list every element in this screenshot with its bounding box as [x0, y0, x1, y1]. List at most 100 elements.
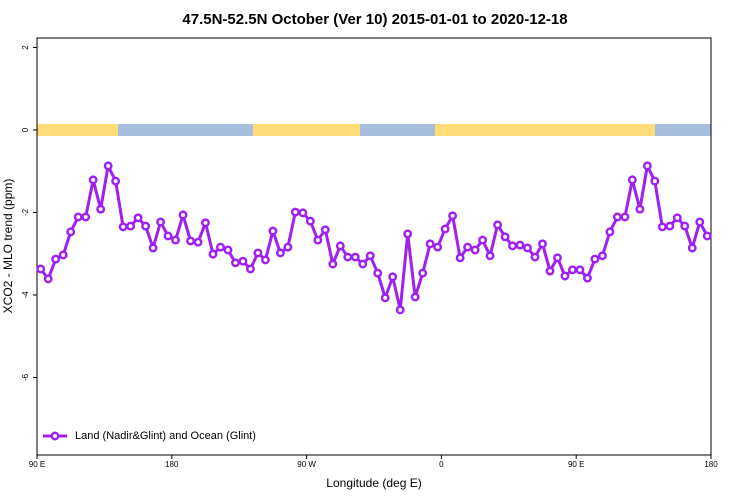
x-tick-label: 180	[704, 460, 718, 469]
data-point	[118, 222, 128, 232]
data-point	[320, 225, 330, 235]
data-point	[260, 255, 270, 265]
ocean-band	[118, 124, 253, 136]
data-point	[365, 251, 375, 261]
legend-marker	[50, 431, 60, 441]
data-point	[680, 221, 690, 231]
data-point	[672, 213, 682, 223]
data-point	[313, 235, 323, 245]
data-point	[305, 216, 315, 226]
data-point	[695, 217, 705, 227]
data-point	[500, 232, 510, 242]
data-point	[126, 221, 136, 231]
data-point	[373, 268, 383, 278]
data-point	[193, 237, 203, 247]
data-point	[515, 240, 525, 250]
data-point	[620, 212, 630, 222]
data-point	[43, 274, 53, 284]
data-point	[410, 292, 420, 302]
y-tick-label: -2	[21, 208, 30, 216]
x-axis-label: Longitude (deg E)	[326, 476, 421, 490]
data-point	[463, 242, 473, 252]
data-point	[433, 242, 443, 252]
data-point	[201, 218, 210, 228]
data-point	[418, 268, 428, 278]
data-point	[568, 265, 577, 275]
data-point	[635, 204, 645, 214]
data-point	[148, 243, 158, 253]
land-band	[253, 124, 360, 136]
data-point	[290, 207, 300, 217]
data-point	[96, 204, 106, 214]
data-point	[665, 221, 675, 231]
data-point	[380, 293, 390, 303]
data-point	[111, 176, 121, 186]
data-point	[485, 251, 495, 261]
data-point	[627, 175, 637, 185]
data-point	[702, 231, 712, 241]
data-point	[253, 248, 263, 258]
data-point	[343, 252, 353, 262]
legend-label: Land (Nadir&Glint) and Ocean (Glint)	[75, 430, 256, 442]
data-point	[283, 242, 293, 252]
y-tick-label: -6	[21, 373, 30, 381]
data-point	[388, 272, 398, 282]
data-point	[440, 224, 450, 234]
data-point	[88, 175, 98, 185]
y-tick-label: -4	[21, 291, 30, 299]
x-tick-label: 0	[439, 460, 444, 469]
data-point	[650, 176, 660, 186]
data-point	[163, 231, 173, 241]
data-point	[612, 212, 622, 222]
data-point	[208, 249, 218, 259]
data-point	[51, 254, 61, 264]
data-point	[335, 241, 345, 251]
data-point	[216, 242, 225, 252]
data-point	[66, 227, 76, 237]
data-point	[298, 208, 308, 218]
data-point	[81, 212, 91, 222]
data-point	[530, 252, 540, 262]
land-ocean-band	[37, 124, 711, 136]
data-point	[268, 226, 278, 236]
data-point	[597, 251, 607, 261]
data-point	[538, 239, 547, 249]
data-point	[575, 265, 585, 275]
data-point	[156, 217, 166, 227]
series-line	[39, 161, 709, 311]
ocean-band	[360, 124, 435, 136]
data-point	[523, 243, 532, 253]
data-point	[470, 245, 480, 255]
data-point	[141, 221, 151, 231]
data-point	[493, 220, 503, 230]
data-point	[455, 253, 465, 263]
data-point	[395, 305, 405, 315]
data-point	[508, 241, 517, 251]
y-tick-label: 2	[21, 45, 30, 50]
data-point	[73, 212, 83, 222]
data-point	[328, 259, 338, 269]
data-point	[560, 271, 570, 281]
data-point	[478, 235, 488, 245]
data-point	[350, 252, 360, 262]
data-point	[186, 236, 195, 246]
data-point	[58, 250, 68, 260]
data-point	[245, 264, 255, 274]
data-point	[545, 266, 555, 276]
data-point	[178, 210, 188, 220]
data-point	[231, 258, 240, 268]
land-band	[37, 124, 118, 136]
data-point	[103, 161, 113, 171]
y-tick-label: 0	[21, 127, 30, 132]
x-tick-label: 90 E	[568, 460, 584, 469]
data-point	[687, 243, 697, 253]
plot-frame	[36, 37, 712, 456]
data-point	[590, 254, 600, 264]
data-point	[403, 229, 413, 239]
data-point	[223, 245, 233, 255]
data-point	[582, 273, 592, 283]
data-point	[238, 256, 248, 266]
data-point	[605, 227, 615, 237]
